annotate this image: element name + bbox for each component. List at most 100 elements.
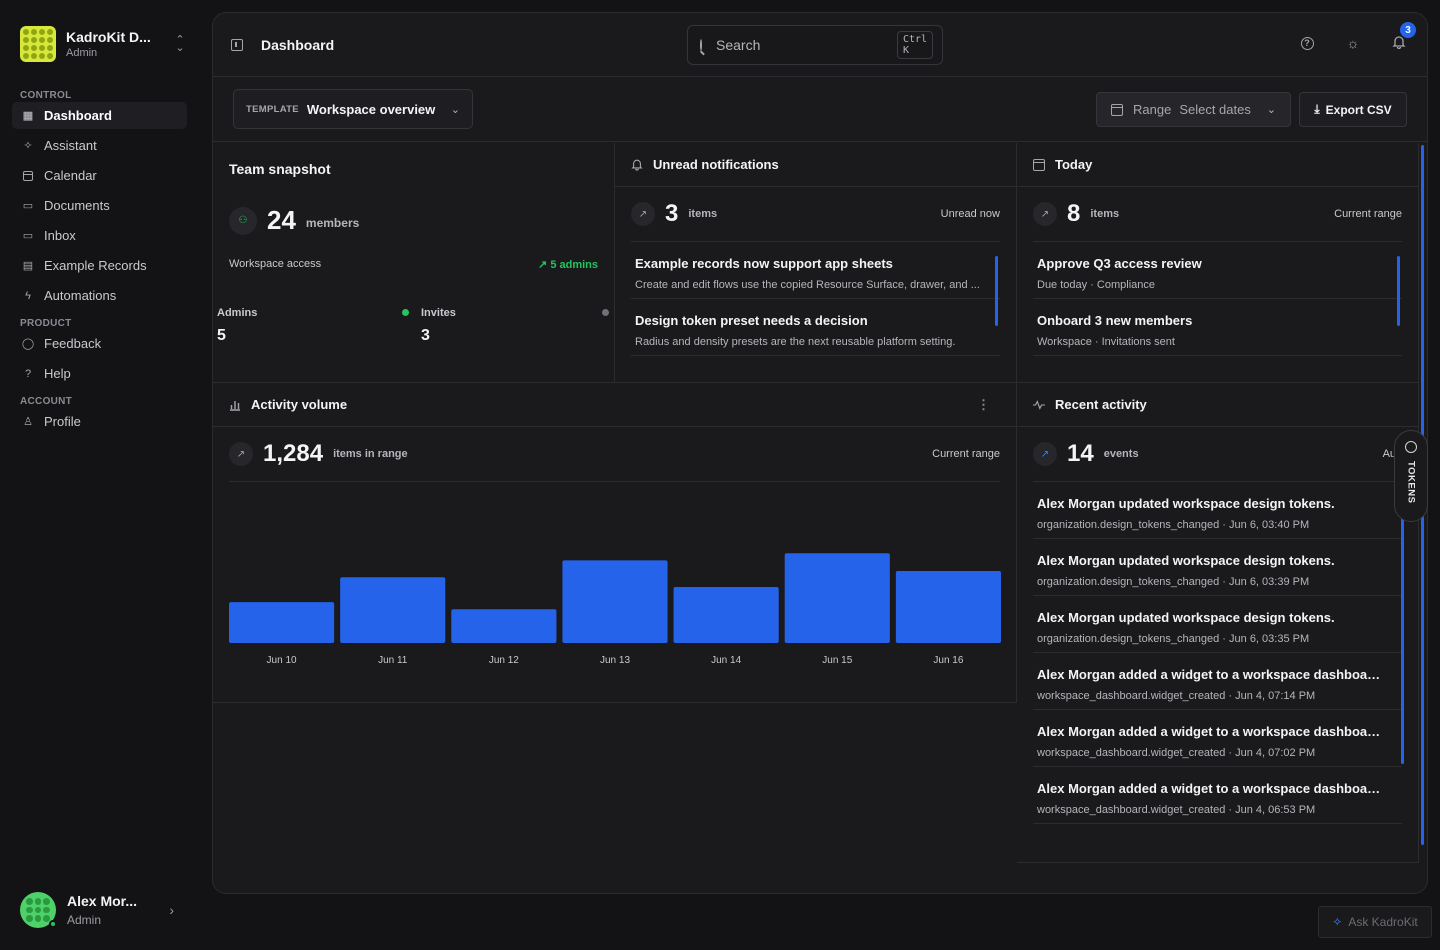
chart-bar-2[interactable]: [451, 609, 557, 643]
invites-value: 3: [421, 327, 430, 344]
list-item[interactable]: Alex Morgan updated workspace design tok…: [1033, 539, 1402, 596]
sidebar-item-documents[interactable]: ▭ Documents: [12, 192, 187, 219]
inbox-icon: ▭: [22, 230, 34, 242]
list-item[interactable]: Alex Morgan added a widget to a workspac…: [1033, 710, 1402, 767]
sidebar-item-dashboard[interactable]: ▦ Dashboard: [12, 102, 187, 129]
grid-icon: ▦: [22, 110, 34, 122]
list-item-subtitle: organization.design_tokens_changed · Jun…: [1037, 576, 1310, 588]
template-select[interactable]: TEMPLATE Workspace overview ⌄: [233, 89, 473, 129]
list-item-title: Alex Morgan updated workspace design tok…: [1037, 610, 1335, 625]
list-item[interactable]: Alex Morgan updated workspace design tok…: [1033, 482, 1402, 539]
chat-icon: ◯: [21, 338, 35, 350]
scrollbar[interactable]: [995, 256, 998, 326]
kpi-value: 3: [665, 200, 679, 227]
nav-section-control: CONTROL: [20, 90, 72, 101]
bar-chart-icon: [229, 399, 241, 411]
card-title: Team snapshot: [229, 161, 331, 177]
user-icon: ♙: [23, 416, 33, 428]
scrollbar[interactable]: [1401, 508, 1404, 764]
sidebar: KadroKit D... Admin ⌃ ⌄ CONTROL ▦ Dashboar…: [0, 0, 200, 950]
list-item[interactable]: Alex Morgan added a widget to a workspac…: [1033, 767, 1402, 824]
notifications-button[interactable]: 3: [1391, 22, 1416, 51]
chart-bar-0[interactable]: [229, 602, 335, 643]
chart-bar-3[interactable]: [562, 560, 668, 643]
user-menu[interactable]: Alex Mor... Admin ›: [20, 890, 190, 930]
palette-icon: [1405, 441, 1417, 453]
help-button[interactable]: ?: [1299, 35, 1315, 51]
bell-icon: [631, 158, 643, 171]
chart-tick-label-0: Jun 10: [267, 655, 297, 666]
sidebar-item-automations[interactable]: ϟ Automations: [12, 282, 187, 309]
chart-bar-1[interactable]: [340, 577, 446, 643]
export-csv-button[interactable]: ⤓ Export CSV: [1299, 92, 1407, 127]
page-title: Dashboard: [261, 37, 335, 53]
sidebar-item-calendar[interactable]: Calendar: [12, 162, 187, 189]
list-item[interactable]: Alex Morgan added a widget to a workspac…: [1033, 653, 1402, 710]
chart-bar-4[interactable]: [673, 587, 779, 643]
sidebar-item-label: Profile: [44, 414, 81, 429]
chart-bar-6[interactable]: [895, 571, 1001, 643]
list-item[interactable]: Example records now support app sheets C…: [631, 242, 1000, 299]
list-item[interactable]: Approve Q3 access review Due today · Com…: [1033, 242, 1402, 299]
sidebar-item-help[interactable]: ? Help: [12, 360, 187, 387]
theme-toggle-button[interactable]: ☼: [1345, 35, 1361, 51]
chart-tick-label-5: Jun 15: [822, 655, 852, 666]
workspace-switcher[interactable]: KadroKit D... Admin ⌃ ⌄: [20, 26, 190, 62]
workspace-name: KadroKit D...: [66, 29, 151, 45]
calendar-icon: [22, 170, 34, 182]
list-item-subtitle: workspace_dashboard.widget_created · Jun…: [1037, 804, 1316, 816]
chart-tick-label-2: Jun 12: [489, 655, 519, 666]
sidebar-item-inbox[interactable]: ▭ Inbox: [12, 222, 187, 249]
trend-icon: ↗: [1033, 202, 1057, 226]
bolt-icon: ϟ: [25, 289, 31, 302]
recent-activity-card: Recent activity ↗ 14 events Audit fee Al…: [1017, 383, 1419, 863]
list-item-title: Alex Morgan added a widget to a workspac…: [1037, 724, 1382, 739]
sidebar-item-label: Feedback: [44, 336, 102, 351]
sidebar-item-label: Help: [44, 366, 71, 381]
sidebar-item-assistant[interactable]: ✧ Assistant: [12, 132, 187, 159]
search-input[interactable]: [716, 37, 897, 53]
download-icon: ⤓: [1314, 102, 1320, 116]
list-item-title: Alex Morgan added a widget to a workspac…: [1037, 781, 1382, 796]
sidebar-item-label: Inbox: [44, 228, 76, 243]
sidebar-item-example-records[interactable]: ▤ Example Records: [12, 252, 187, 279]
range-picker[interactable]: Range Select dates ⌄: [1096, 92, 1291, 127]
tokens-tab[interactable]: TOKENS: [1394, 430, 1428, 522]
list-item-subtitle: organization.design_tokens_changed · Jun…: [1037, 519, 1310, 531]
folder-icon: ▭: [22, 200, 34, 212]
list-item-subtitle: Workspace · Invitations sent: [1037, 336, 1175, 348]
dashboard-toolbar: TEMPLATE Workspace overview ⌄ Range Sele…: [213, 78, 1427, 142]
search-box[interactable]: Ctrl K: [687, 25, 943, 65]
sidebar-item-label: Dashboard: [44, 108, 112, 123]
ask-kadrokit-label: Ask KadroKit: [1348, 915, 1418, 929]
ask-kadrokit-button[interactable]: ✧ Ask KadroKit: [1318, 906, 1432, 938]
activity-pulse-icon: [1033, 399, 1045, 411]
sidebar-toggle-icon[interactable]: [231, 39, 243, 51]
chevron-down-icon: ⌄: [1266, 104, 1276, 116]
search-icon: [700, 39, 702, 51]
list-item-title: Alex Morgan added a widget to a workspac…: [1037, 667, 1382, 682]
scrollbar[interactable]: [1397, 256, 1400, 326]
sidebar-item-profile[interactable]: ♙ Profile: [12, 408, 187, 435]
user-role: Admin: [67, 913, 102, 927]
card-title: Activity volume: [251, 397, 348, 412]
list-item[interactable]: Alex Morgan updated workspace design tok…: [1033, 596, 1402, 653]
kpi-unit: events: [1103, 448, 1139, 460]
list-item-subtitle: Create and edit flows use the copied Res…: [635, 279, 980, 291]
chevron-down-icon: ⌄: [450, 103, 460, 116]
admins-badge: ↗ 5 admins: [538, 259, 598, 271]
user-name: Alex Mor...: [67, 893, 138, 909]
chart-bar-5[interactable]: [784, 553, 890, 643]
list-item[interactable]: Design token preset needs a decision Rad…: [631, 299, 1000, 356]
card-title: Recent activity: [1055, 397, 1147, 412]
sidebar-item-label: Calendar: [44, 168, 97, 183]
sidebar-item-feedback[interactable]: ◯ Feedback: [12, 330, 187, 357]
list-item-title: Design token preset needs a decision: [635, 313, 868, 328]
list-item[interactable]: Onboard 3 new members Workspace · Invita…: [1033, 299, 1402, 356]
notification-badge: 3: [1400, 22, 1416, 38]
sidebar-item-label: Assistant: [44, 138, 97, 153]
table-icon: ▤: [22, 260, 34, 272]
more-options-icon[interactable]: ⋮: [977, 396, 990, 412]
chart-tick-label-6: Jun 16: [933, 655, 963, 666]
member-count: 24: [267, 205, 296, 235]
